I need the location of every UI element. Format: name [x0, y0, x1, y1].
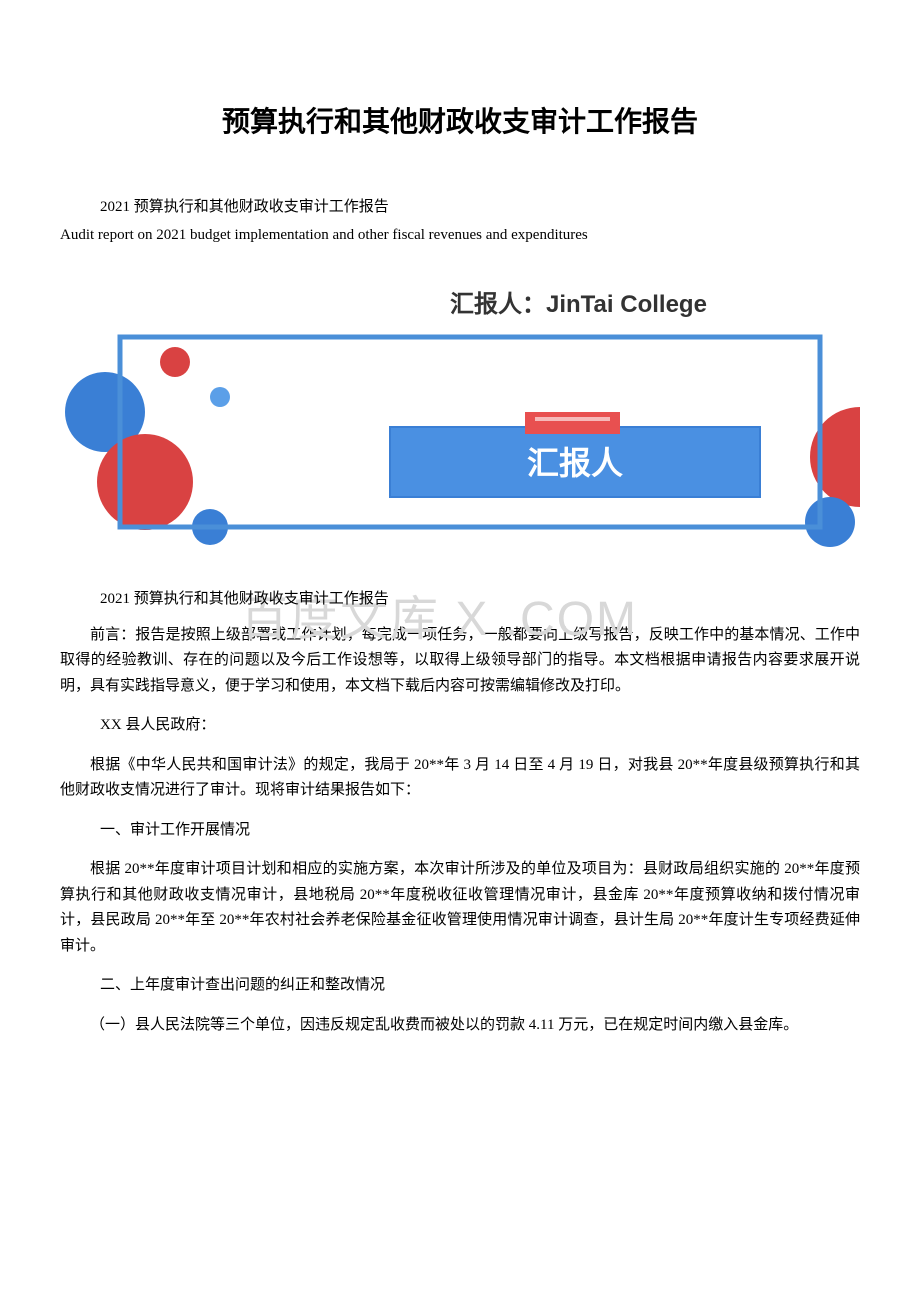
reporter-text: 汇报人：JinTai College	[450, 291, 707, 318]
body-paragraph-1: 根据《中华人民共和国审计法》的规定，我局于 20**年 3 月 14 日至 4 …	[60, 753, 860, 804]
banner-graphic: 汇报人：JinTai College 汇报人	[60, 267, 860, 547]
subtitle-repeat: 2021 预算执行和其他财政收支审计工作报告	[100, 587, 860, 611]
document-title: 预算执行和其他财政收支审计工作报告	[60, 100, 860, 145]
subtitle-chinese: 2021 预算执行和其他财政收支审计工作报告	[100, 195, 860, 219]
section-heading-2: 二、上年度审计查出问题的纠正和整改情况	[100, 973, 860, 999]
body-paragraph-3: （一）县人民法院等三个单位，因违反规定乱收费而被处以的罚款 4.11 万元，已在…	[60, 1013, 860, 1039]
section-heading-1: 一、审计工作开展情况	[100, 818, 860, 844]
button-label: 汇报人	[527, 445, 623, 481]
body-paragraph-2: 根据 20**年度审计项目计划和相应的实施方案，本次审计所涉及的单位及项目为：县…	[60, 857, 860, 959]
preface-paragraph: 前言：报告是按照上级部署或工作计划，每完成一项任务，一般都要向上级写报告，反映工…	[60, 623, 860, 700]
subtitle-english: Audit report on 2021 budget implementati…	[60, 223, 860, 247]
addressee: XX 县人民政府：	[100, 713, 860, 739]
